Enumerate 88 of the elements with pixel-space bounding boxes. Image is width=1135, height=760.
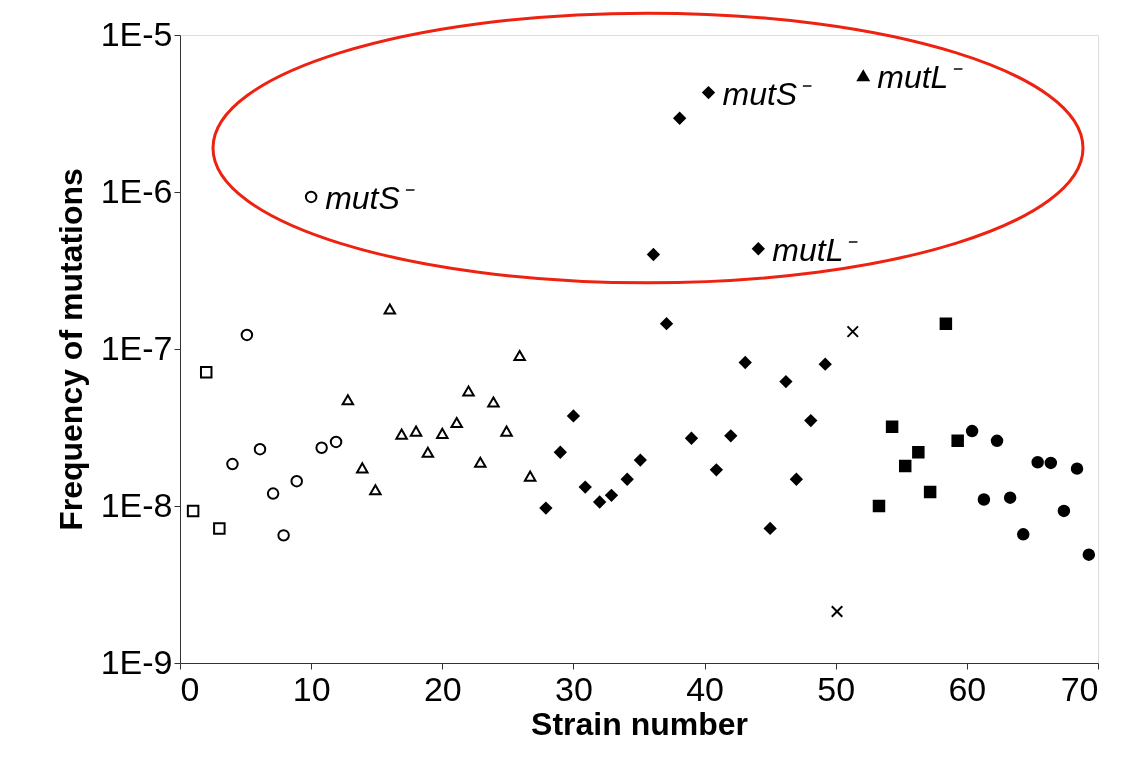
point bbox=[304, 190, 318, 204]
point bbox=[857, 70, 870, 82]
point bbox=[329, 435, 343, 449]
point bbox=[1082, 548, 1096, 561]
point bbox=[738, 356, 752, 369]
point bbox=[277, 529, 290, 542]
point bbox=[523, 470, 537, 482]
point bbox=[605, 489, 618, 502]
point bbox=[1070, 462, 1084, 475]
point bbox=[912, 446, 925, 459]
point bbox=[450, 417, 463, 429]
point bbox=[266, 487, 280, 500]
point bbox=[356, 462, 369, 474]
point bbox=[593, 495, 606, 509]
point bbox=[1003, 491, 1017, 504]
point bbox=[554, 446, 567, 459]
point bbox=[539, 501, 553, 515]
point bbox=[369, 484, 382, 496]
point bbox=[341, 394, 355, 406]
point bbox=[685, 432, 698, 445]
point bbox=[1057, 504, 1071, 518]
point bbox=[409, 425, 423, 437]
annotation: mutL⁻ bbox=[877, 58, 964, 95]
point bbox=[383, 303, 397, 315]
point bbox=[578, 480, 592, 494]
point bbox=[620, 473, 634, 486]
point bbox=[710, 463, 723, 477]
x-tick-label: 60 bbox=[948, 669, 987, 708]
point bbox=[186, 504, 200, 518]
point bbox=[290, 474, 303, 488]
annotation: mutS⁻ bbox=[325, 179, 415, 216]
point bbox=[885, 420, 899, 433]
point bbox=[763, 522, 777, 535]
point bbox=[977, 493, 991, 506]
point bbox=[567, 409, 580, 423]
point bbox=[199, 366, 213, 379]
point bbox=[702, 86, 715, 99]
point bbox=[474, 456, 487, 468]
x-tick-label: 70 bbox=[1060, 669, 1099, 708]
point bbox=[872, 499, 886, 513]
point bbox=[660, 317, 673, 330]
point bbox=[673, 111, 686, 125]
point bbox=[939, 317, 953, 330]
point bbox=[990, 434, 1004, 448]
y-tick-label: 1E-7 bbox=[100, 328, 173, 367]
x-tick-label: 10 bbox=[292, 669, 331, 708]
point bbox=[1044, 456, 1058, 470]
y-tick-label: 1E-8 bbox=[100, 485, 173, 524]
y-tick-label: 1E-9 bbox=[100, 642, 173, 681]
point bbox=[315, 441, 328, 454]
point bbox=[965, 424, 979, 438]
x-axis-title: Strain number bbox=[531, 705, 748, 742]
point bbox=[846, 325, 860, 338]
point bbox=[790, 473, 803, 486]
point bbox=[724, 429, 738, 443]
annotation: mutS⁻ bbox=[722, 75, 813, 112]
point bbox=[647, 248, 660, 261]
point bbox=[487, 396, 500, 408]
point bbox=[240, 328, 254, 342]
point bbox=[804, 414, 818, 427]
x-tick-label: 30 bbox=[555, 669, 593, 708]
point bbox=[830, 605, 844, 618]
point bbox=[421, 446, 435, 458]
y-axis-title: Frequency of mutations bbox=[52, 168, 89, 531]
point bbox=[818, 357, 832, 371]
annotation: mutL⁻ bbox=[772, 231, 859, 268]
y-tick-label: 1E-6 bbox=[100, 171, 173, 210]
point bbox=[213, 522, 226, 535]
x-tick-label: 40 bbox=[686, 669, 724, 708]
point bbox=[395, 428, 408, 440]
point bbox=[1031, 456, 1044, 469]
x-tick-label: 50 bbox=[817, 669, 856, 708]
point bbox=[500, 425, 513, 437]
point bbox=[923, 485, 937, 499]
point bbox=[898, 459, 912, 473]
point bbox=[1017, 528, 1030, 541]
x-tick-label: 20 bbox=[423, 669, 462, 708]
point bbox=[513, 349, 526, 361]
point bbox=[462, 385, 475, 397]
point bbox=[436, 427, 449, 439]
point bbox=[779, 375, 793, 388]
point bbox=[752, 242, 765, 255]
x-tick-label: 0 bbox=[180, 669, 200, 708]
point bbox=[253, 442, 267, 456]
point bbox=[951, 434, 964, 448]
y-tick-label: 1E-5 bbox=[100, 14, 173, 53]
point bbox=[634, 453, 647, 467]
point bbox=[226, 457, 239, 471]
